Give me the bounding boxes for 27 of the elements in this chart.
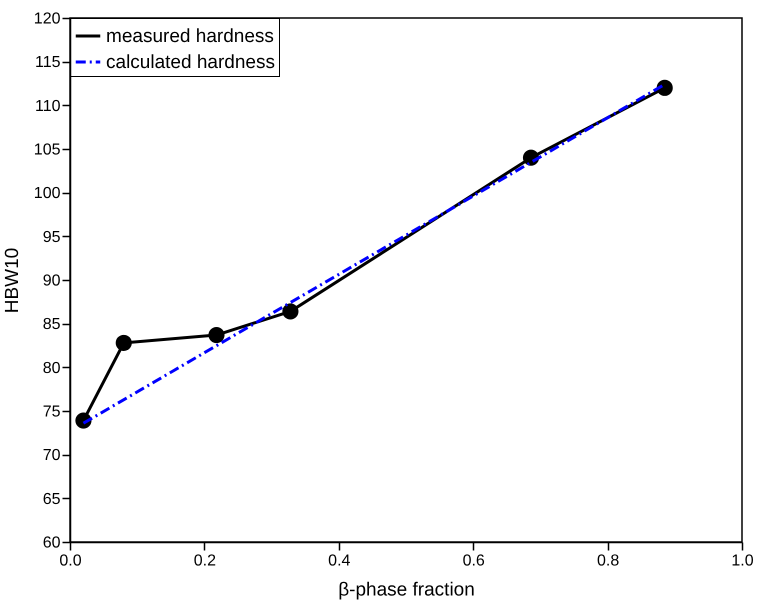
y-tick-label: 70 [42, 447, 61, 464]
y-tick-label: 80 [42, 360, 61, 377]
y-tick-label: 105 [34, 142, 61, 158]
y-tick-label: 115 [34, 54, 61, 72]
point [282, 303, 298, 320]
x-tick-label: 0.4 [328, 552, 351, 570]
x-tick-label: 0.8 [596, 552, 620, 570]
point [656, 80, 673, 96]
y-tick-label: 85 [42, 316, 61, 334]
point [208, 326, 225, 344]
x-tick-label: 0.0 [59, 552, 82, 570]
y-tick-label: 100 [34, 185, 61, 202]
x-tick-label: 0.2 [194, 552, 216, 570]
y-axis-title: HBW10 [2, 248, 23, 314]
x-axis-title: β-phase fraction [338, 580, 475, 600]
x-tick-label: 1.0 [731, 552, 754, 570]
x-tick-label: 0.6 [462, 552, 485, 570]
legend-label: measured hardness [106, 26, 274, 47]
y-tick-label: 65 [42, 490, 61, 508]
point [116, 334, 132, 351]
y-tick-label: 60 [42, 534, 61, 552]
y-tick-label: 75 [42, 404, 61, 420]
legend-label: calculated hardness [106, 52, 275, 73]
y-tick-label: 120 [34, 10, 61, 28]
y-tick-label: 90 [42, 272, 61, 290]
y-tick-label: 95 [42, 228, 61, 246]
y-tick-label: 110 [34, 98, 61, 115]
